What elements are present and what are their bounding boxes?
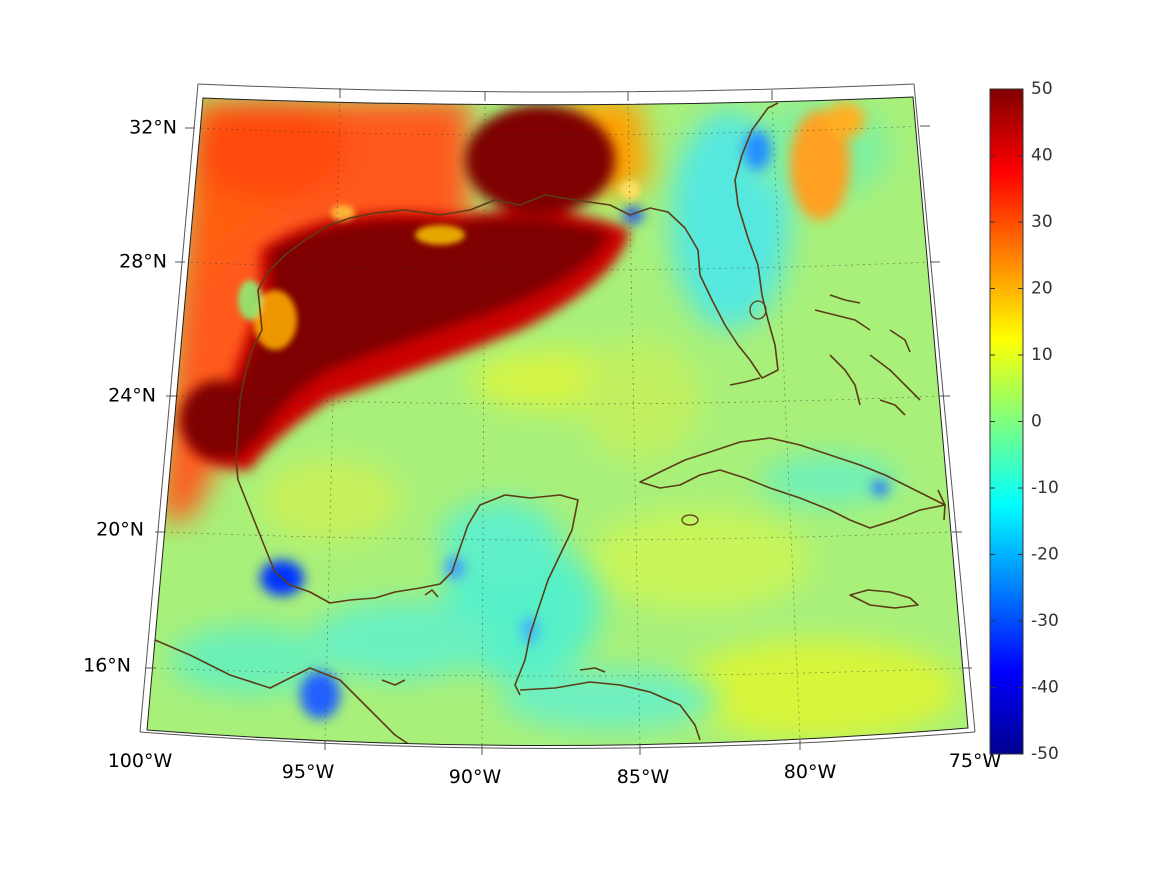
lat-label: 32°N: [129, 117, 177, 139]
colorbar-tick-label: -40: [1031, 678, 1059, 698]
colorbar-tick-label: 10: [1031, 345, 1053, 365]
anomaly-field: [147, 97, 968, 746]
lat-label: 20°N: [96, 519, 144, 541]
lon-label: 100°W: [108, 750, 173, 772]
colorbar-tick-label: -50: [1031, 744, 1059, 764]
colorbar-gradient: [989, 88, 1024, 755]
graticule: [154, 97, 963, 746]
latitude-labels: 32°N 28°N 24°N 20°N 16°N: [83, 117, 177, 677]
colorbar-tick-label: 40: [1031, 146, 1053, 166]
colorbar-tick-label: 30: [1031, 212, 1053, 232]
colorbar-tick-label: 0: [1031, 412, 1042, 432]
lon-label: 85°W: [617, 766, 670, 788]
colorbar-tick-label: -20: [1031, 545, 1059, 565]
coastline: [154, 102, 946, 746]
colorbar-tick-label: -10: [1031, 478, 1059, 498]
lon-label: 95°W: [282, 761, 335, 783]
lon-label: 75°W: [949, 750, 1002, 772]
colorbar-tick-label: 20: [1031, 279, 1053, 299]
map-frame: [139, 83, 976, 755]
colorbar: 50 40 30 20 10 0 -10 -20 -30 -40 -50: [989, 79, 1059, 764]
colorbar-tick-label: 50: [1031, 79, 1053, 99]
lat-label: 28°N: [119, 251, 167, 273]
lon-label: 90°W: [449, 766, 502, 788]
lat-label: 24°N: [108, 385, 156, 407]
lat-label: 16°N: [83, 655, 131, 677]
colorbar-tick-label: -30: [1031, 611, 1059, 631]
lon-label: 80°W: [784, 761, 837, 783]
longitude-labels: 100°W 95°W 90°W 85°W 80°W 75°W: [108, 750, 1002, 788]
